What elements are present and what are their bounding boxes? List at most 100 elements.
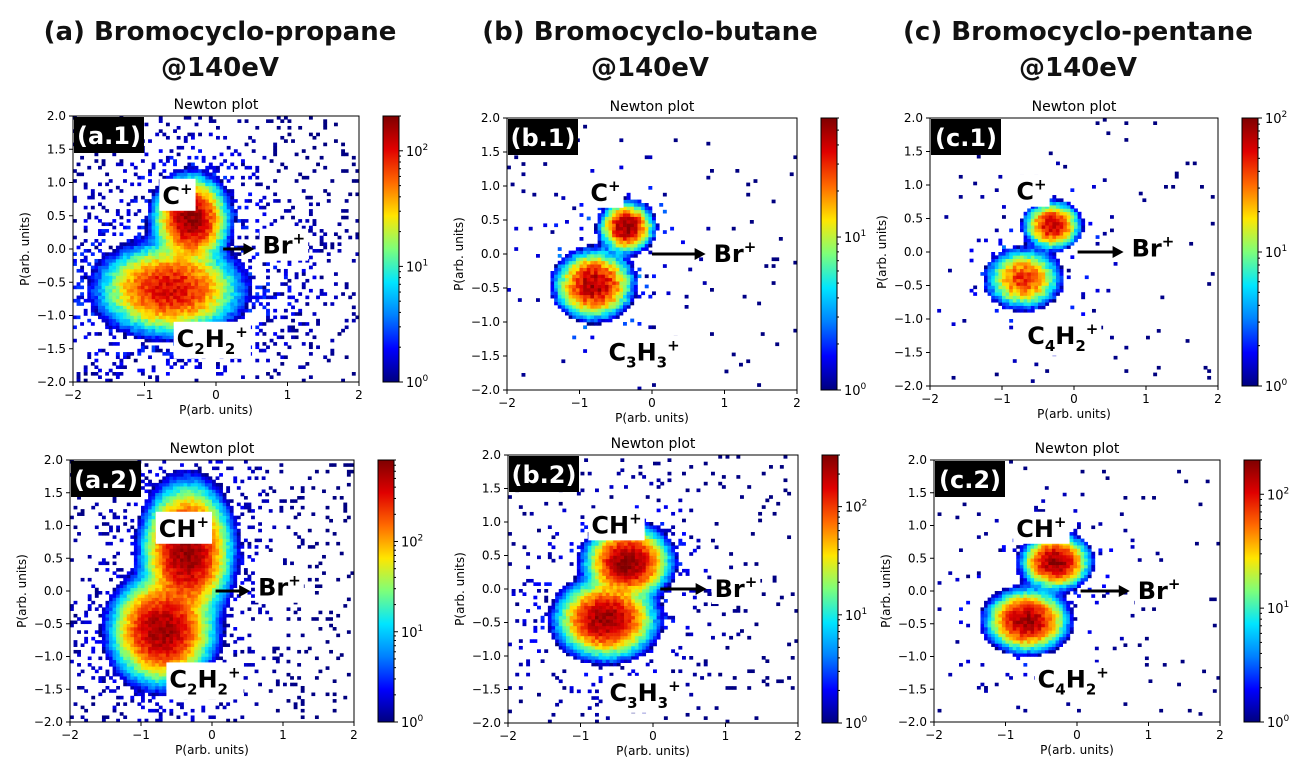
colorbar xyxy=(1243,459,1261,723)
y-tick-label: −2.0 xyxy=(898,715,927,729)
y-tick-label: 1.5 xyxy=(47,142,66,156)
column-energy-text: @140eV xyxy=(160,53,280,83)
y-tick-label: 2.0 xyxy=(908,453,927,467)
y-tick-label: −1.0 xyxy=(471,315,500,329)
y-tick-label: −1.5 xyxy=(471,349,500,363)
y-tick-label: 0.0 xyxy=(481,247,500,261)
x-tick-label: 0 xyxy=(212,388,220,402)
panel-label-box xyxy=(74,117,144,153)
fragment-label: C4H2+ xyxy=(1038,663,1109,698)
fragment-label: Br+ xyxy=(262,230,305,260)
plot-title: Newton plot xyxy=(170,441,255,457)
fragment-label: Br+ xyxy=(714,238,757,268)
colorbar-tick-label: 100 xyxy=(845,715,868,732)
y-tick-label: 0.5 xyxy=(44,551,63,565)
y-tick-label: 1.5 xyxy=(482,482,501,496)
y-tick-label: 1.0 xyxy=(904,178,923,192)
fragment-label-bg xyxy=(1128,231,1178,264)
colorbar-tick-label: 100 xyxy=(401,714,424,731)
fragment-label-bg xyxy=(1134,574,1184,606)
fragment-label-bg xyxy=(710,237,760,269)
y-axis-label: P(arb. units) xyxy=(18,212,32,286)
x-tick-label: 1 xyxy=(721,396,729,410)
y-tick-label: 1.0 xyxy=(44,519,63,533)
y-axis-label: P(arb. units) xyxy=(15,554,29,628)
y-tick-label: 0.5 xyxy=(47,209,66,223)
y-tick-label: 1.0 xyxy=(481,179,500,193)
y-tick-label: −1.5 xyxy=(894,346,923,360)
column-title-a: (a) Bromocyclo-propane @140eV xyxy=(10,14,430,86)
y-tick-label: 0.0 xyxy=(44,584,63,598)
y-tick-label: 1.0 xyxy=(908,519,927,533)
fragment-label-bg xyxy=(711,572,761,604)
y-tick-label: −2.0 xyxy=(894,379,923,393)
plot-title: Newton plot xyxy=(610,99,695,115)
colorbar xyxy=(821,454,839,724)
fragment-label-bg xyxy=(588,508,645,541)
x-tick-label: −1 xyxy=(132,728,150,742)
panel-label-text: (a.1) xyxy=(77,122,141,150)
y-tick-label: 0.5 xyxy=(481,213,500,227)
colorbar-tick-label: 102 xyxy=(401,534,423,551)
arrow-head xyxy=(1112,246,1124,258)
x-tick-label: 0 xyxy=(649,729,657,743)
colorbar-tick-label: 100 xyxy=(406,374,429,391)
x-tick-label: 0 xyxy=(1073,728,1081,742)
colorbar xyxy=(377,459,395,723)
panel-label: (a.2) xyxy=(71,461,141,497)
y-tick-label: −0.5 xyxy=(34,617,63,631)
y-tick-label: −1.0 xyxy=(894,312,923,326)
x-tick-label: 2 xyxy=(350,728,358,742)
x-tick-label: −1 xyxy=(997,728,1015,742)
fragment-label-bg xyxy=(155,511,213,544)
column-energy-text: @140eV xyxy=(590,53,710,83)
arrow-head xyxy=(1118,585,1130,597)
panel-label-text: (b.2) xyxy=(512,461,577,489)
x-tick-label: 2 xyxy=(794,729,802,743)
y-tick-label: −1.5 xyxy=(37,342,66,356)
x-tick-label: 2 xyxy=(355,388,363,402)
panel-label: (c.1) xyxy=(931,119,1001,155)
colorbar-tick-label: 101 xyxy=(845,607,867,624)
fragment-label: CH+ xyxy=(1016,513,1066,543)
y-axis-label: P(arb. units) xyxy=(453,552,467,626)
fragment-label-bg xyxy=(1013,174,1050,207)
fragment-label: CH+ xyxy=(159,513,209,543)
colorbar-tick-label: 101 xyxy=(1267,600,1289,617)
fragment-label: Br+ xyxy=(1132,233,1175,263)
x-tick-label: −2 xyxy=(498,396,516,410)
panel-label-box xyxy=(508,119,578,155)
colorbar-tick-label: 100 xyxy=(844,382,867,399)
y-tick-label: −2.0 xyxy=(471,383,500,397)
x-tick-label: 0 xyxy=(648,396,656,410)
x-tick-label: 2 xyxy=(1216,728,1224,742)
y-tick-label: 0.0 xyxy=(904,245,923,259)
arrow-head xyxy=(239,585,251,597)
plot-title: Newton plot xyxy=(174,97,259,113)
x-tick-label: 2 xyxy=(1214,392,1222,406)
fragment-label-bg xyxy=(255,570,304,603)
newton-plot-panel-b.2: Newton plot −2 −1 0 1 2 −2.0 −1.5 −1.0 −0.5 0.0 0.5… xyxy=(453,436,868,758)
colorbar-tick-label: 100 xyxy=(1265,378,1288,395)
newton-plot-panel-a.2: Newton plot −2 −1 0 1 2 −2.0 −1.5 −1.0 −0.5 0.0 0.5… xyxy=(15,441,424,757)
panel-label: (b.2) xyxy=(509,456,579,492)
panel-label-box xyxy=(935,461,1005,497)
column-title-text: (c) Bromocyclo-pentane xyxy=(903,17,1253,47)
x-axis-label: P(arb. units) xyxy=(179,403,253,417)
panel-label-box xyxy=(931,119,1001,155)
colorbar-tick-label: 102 xyxy=(406,143,428,160)
y-tick-label: 2.0 xyxy=(904,111,923,125)
fragment-label: C3H3+ xyxy=(609,337,680,372)
heatmap-cells xyxy=(70,460,354,722)
newton-plot-panel-c.2: Newton plot −2 −1 0 1 2 −2.0 −1.5 −1.0 −0.5 0.0 0.5… xyxy=(879,441,1290,757)
y-tick-label: −1.5 xyxy=(34,682,63,696)
column-title-text: (b) Bromocyclo-butane xyxy=(482,17,818,47)
fragment-label-bg xyxy=(173,321,251,359)
fragment-label: C+ xyxy=(590,177,620,207)
fragment-label: C4H2+ xyxy=(1027,320,1098,355)
arrow-head xyxy=(694,248,706,260)
y-tick-label: −0.5 xyxy=(898,617,927,631)
colorbar-tick-label: 101 xyxy=(401,624,423,641)
colorbar-tick-label: 102 xyxy=(845,499,867,516)
fragment-label: C+ xyxy=(162,180,192,210)
